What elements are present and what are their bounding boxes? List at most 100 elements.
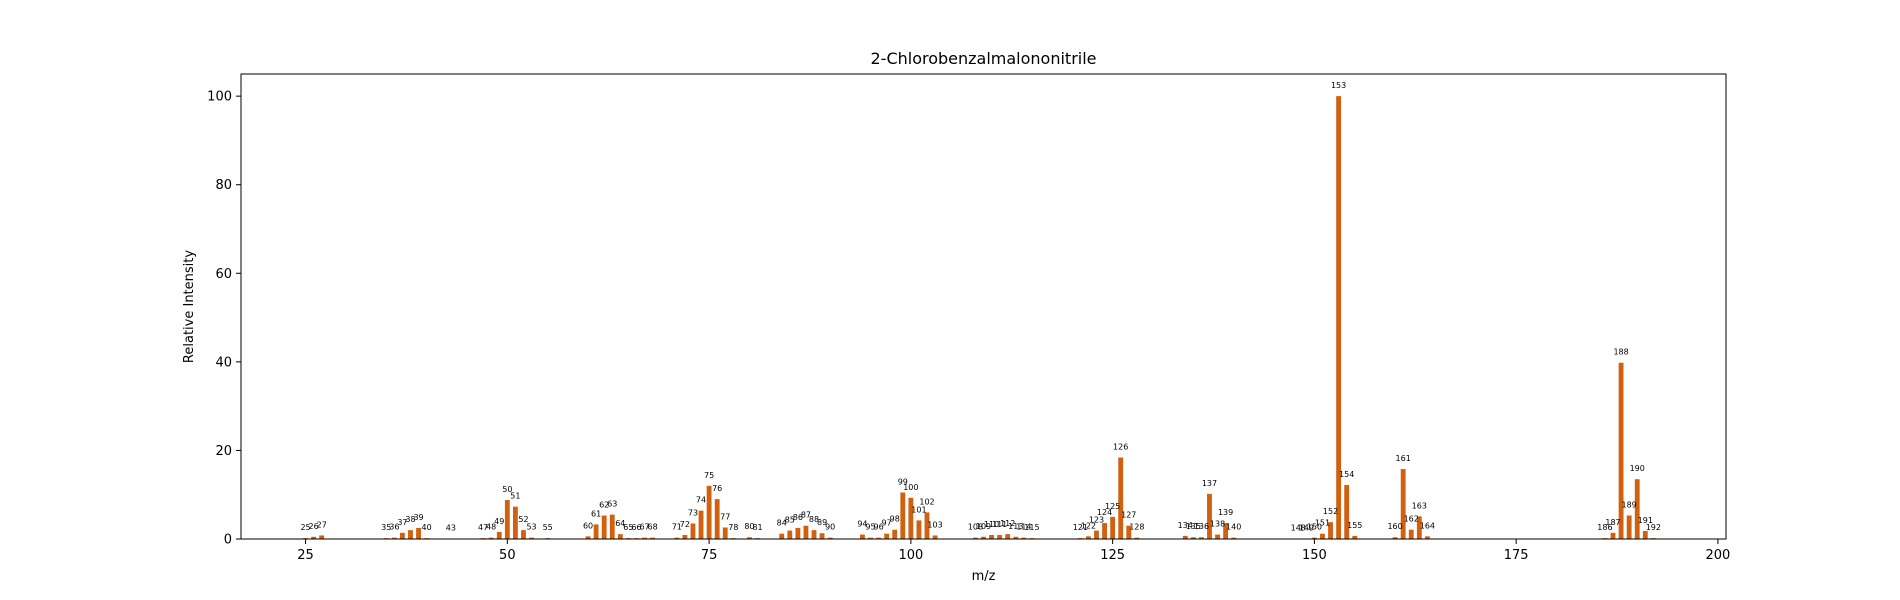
bar-label: 122: [1081, 521, 1096, 530]
spectrum-bar: [892, 529, 898, 539]
spectrum-bar: [706, 485, 712, 539]
bar-label: 163: [1412, 501, 1427, 510]
spectrum-bar: [989, 535, 994, 539]
spectrum-bar: [690, 523, 696, 539]
y-axis-label: Relative Intensity: [182, 250, 197, 363]
bar-label: 78: [728, 523, 738, 532]
spectrum-bar: [787, 530, 793, 539]
spectrum-bar: [997, 535, 1003, 539]
y-tick-label: 80: [215, 178, 232, 193]
spectrum-bar: [416, 527, 421, 539]
spectrum-bar: [827, 537, 833, 539]
bar-label: 55: [543, 523, 553, 532]
spectrum-bar: [1118, 457, 1124, 539]
spectrum-bar: [924, 512, 930, 539]
spectrum-bar: [1085, 536, 1091, 539]
x-tick-label: 150: [1302, 548, 1327, 563]
bar-label: 139: [1218, 508, 1233, 517]
spectrum-bar: [1215, 534, 1220, 539]
bar-label: 67: [639, 523, 649, 532]
bar-label: 40: [422, 523, 432, 532]
bar-label: 86: [793, 513, 803, 522]
bar-label: 77: [720, 512, 730, 521]
bar-label: 96: [873, 523, 883, 532]
spectrum-bar: [1190, 537, 1196, 539]
spectrum-bar: [1013, 536, 1019, 539]
spectrum-bar: [908, 497, 914, 539]
bar-label: 74: [696, 496, 706, 505]
bar-label: 48: [486, 523, 496, 532]
bar-label: 50: [502, 485, 512, 494]
spectrum-bar: [722, 527, 728, 539]
spectrum-bar: [884, 533, 890, 539]
bar-label: 39: [413, 513, 423, 522]
bar-label: 155: [1347, 521, 1362, 530]
spectrum-bar: [973, 537, 978, 539]
bar-label: 68: [648, 523, 658, 532]
bar-label: 95: [865, 523, 875, 532]
spectrum-bar: [1102, 523, 1107, 539]
bar-label: 62: [599, 501, 609, 510]
bar-label: 151: [1315, 519, 1330, 528]
spectrum-bar: [391, 537, 397, 539]
spectrum-bar: [1634, 479, 1640, 539]
x-tick-label: 25: [297, 548, 314, 563]
bar-label: 111: [992, 520, 1007, 529]
spectrum-bar: [617, 534, 623, 539]
spectrum-bar: [1416, 516, 1422, 539]
spectrum-bar: [876, 537, 882, 539]
bar-label: 128: [1129, 523, 1144, 532]
bar-label: 112: [1000, 519, 1015, 528]
bar-label: 187: [1605, 518, 1620, 527]
x-tick-label: 75: [701, 548, 718, 563]
spectrum-bar: [1231, 537, 1237, 539]
bar-label: 101: [911, 505, 926, 514]
bar-label: 51: [510, 492, 520, 501]
bar-label: 27: [317, 520, 327, 529]
bar-label: 94: [857, 520, 867, 529]
x-axis-ticks: 25 50 75 100 125 150 175 200: [297, 539, 1730, 563]
bar-label: 134: [1178, 521, 1193, 530]
spectrum-bar: [747, 537, 752, 539]
bar-label: 123: [1089, 516, 1104, 525]
bar-label: 115: [1024, 523, 1039, 532]
spectrum-bar: [714, 499, 720, 539]
bar-label: 189: [1622, 501, 1637, 510]
spectrum-bar: [1424, 536, 1430, 539]
bar-label: 47: [478, 523, 488, 532]
bar-label: 164: [1420, 521, 1435, 530]
bar-label: 160: [1387, 522, 1402, 531]
bar-label: 161: [1396, 454, 1411, 463]
spectrum-bar: [1182, 535, 1188, 539]
bar-label: 108: [968, 523, 983, 532]
spectrum-bar: [408, 530, 413, 539]
spectrum-bar: [900, 492, 906, 539]
spectrum-bar: [521, 530, 526, 539]
spectrum-bar: [868, 537, 873, 539]
x-tick-label: 175: [1504, 548, 1529, 563]
spectrum-bar: [1328, 522, 1333, 539]
bar-label: 127: [1121, 511, 1136, 520]
spectrum-bar: [399, 532, 405, 539]
bar-label: 153: [1331, 81, 1346, 90]
chart-title: 2-Chlorobenzalmalononitrile: [870, 49, 1096, 68]
bar-label: 186: [1597, 523, 1612, 532]
y-axis-ticks: 0 20 40 60 80 100: [207, 90, 241, 548]
spectrum-bar: [504, 500, 510, 539]
spectrum-bar: [1110, 516, 1116, 539]
spectrum-bar: [1223, 523, 1229, 539]
bar-label: 53: [526, 523, 536, 532]
bar-label: 89: [817, 518, 827, 527]
bar-label: 26: [309, 522, 319, 531]
spectrum-bar: [609, 514, 615, 539]
bar-label: 65: [623, 523, 633, 532]
x-axis-label: m/z: [972, 569, 996, 584]
bar-label: 37: [397, 518, 407, 527]
spectrum-bar: [1198, 537, 1204, 539]
bar-label: 80: [744, 522, 754, 531]
bar-label: 76: [712, 484, 722, 493]
spectrum-bar: [529, 537, 534, 539]
bar-label: 75: [704, 471, 714, 480]
bar-label: 125: [1105, 502, 1120, 511]
spectrum-bar: [682, 535, 688, 539]
